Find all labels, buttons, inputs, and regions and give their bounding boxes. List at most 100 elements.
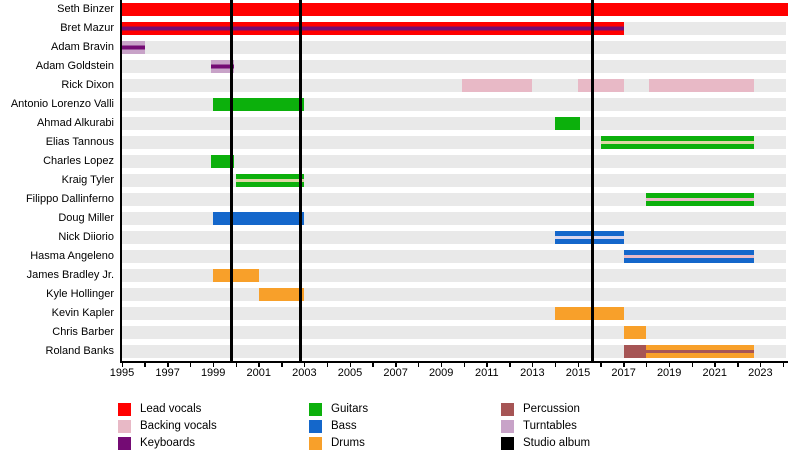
timeline-bar-roland-banks xyxy=(623,345,647,358)
legend-swatch-backing-vocals xyxy=(118,420,131,433)
axis-tick xyxy=(372,363,374,367)
axis-tick xyxy=(417,363,420,367)
timeline-bar-doug-miller xyxy=(213,212,305,225)
studio-album-line xyxy=(299,0,303,362)
axis-tick xyxy=(600,363,602,367)
member-label-kraig-tyler: Kraig Tyler xyxy=(61,174,114,186)
timeline-bar-adam-goldstein xyxy=(210,60,234,73)
x-axis-line xyxy=(120,361,788,363)
member-label-adam-bravin: Adam Bravin xyxy=(51,41,114,53)
legend-swatch-lead-vocals xyxy=(118,403,131,416)
timeline-bar-kyle-hollinger xyxy=(258,288,305,301)
timeline-bar-seth-binzer xyxy=(122,3,788,16)
axis-year-label: 2019 xyxy=(656,367,682,379)
row-band xyxy=(122,326,786,339)
axis-year-label: 2017 xyxy=(611,367,636,379)
row-band xyxy=(122,250,786,263)
axis-tick xyxy=(714,363,716,367)
axis-tick xyxy=(395,363,397,367)
timeline-bar-james-bradley-jr xyxy=(213,269,259,282)
member-label-antonio-lorenzo-valli: Antonio Lorenzo Valli xyxy=(10,98,114,110)
legend-swatch-bass xyxy=(309,420,322,433)
member-label-kevin-kapler: Kevin Kapler xyxy=(51,307,114,319)
legend-label-backing-vocals: Backing vocals xyxy=(140,420,217,432)
axis-tick xyxy=(737,363,739,367)
axis-tick xyxy=(577,363,579,367)
axis-tick xyxy=(623,363,625,367)
axis-year-label: 2013 xyxy=(520,367,545,379)
timeline-bar-nick-diiorio xyxy=(555,231,624,244)
axis-tick xyxy=(782,363,785,367)
axis-year-label: 2023 xyxy=(748,367,773,379)
axis-year-label: 2009 xyxy=(428,367,454,379)
member-label-chris-barber: Chris Barber xyxy=(52,326,114,338)
axis-tick xyxy=(189,363,192,367)
member-label-seth-binzer: Seth Binzer xyxy=(57,3,114,15)
member-label-charles-lopez: Charles Lopez xyxy=(43,155,114,167)
row-band xyxy=(122,288,786,301)
timeline-bar-roland-banks xyxy=(646,345,754,358)
axis-tick xyxy=(691,363,693,367)
row-band xyxy=(122,155,786,168)
timeline-bar-bret-mazur xyxy=(122,22,624,35)
legend-swatch-keyboards xyxy=(118,437,131,450)
axis-year-label: 1997 xyxy=(155,367,180,379)
legend-label-guitars: Guitars xyxy=(331,403,369,415)
timeline-bar-kraig-tyler xyxy=(236,174,305,187)
legend-swatch-guitars xyxy=(309,403,322,416)
timeline-bar-hasma-angeleno xyxy=(623,250,754,263)
axis-year-label: 2021 xyxy=(702,367,728,379)
axis-tick xyxy=(235,363,237,367)
member-label-adam-goldstein: Adam Goldstein xyxy=(35,60,114,72)
member-label-bret-mazur: Bret Mazur xyxy=(60,22,114,34)
studio-album-line xyxy=(229,0,233,362)
legend-swatch-turntables xyxy=(501,420,514,433)
axis-year-label: 2015 xyxy=(565,367,591,379)
row-band xyxy=(122,345,786,358)
timeline-bar-elias-tannous xyxy=(600,136,754,149)
axis-year-label: 2001 xyxy=(246,367,272,379)
row-band xyxy=(122,60,786,73)
axis-tick xyxy=(144,363,146,367)
axis-tick xyxy=(463,363,465,367)
legend-label-keyboards: Keyboards xyxy=(140,437,195,449)
axis-tick xyxy=(212,363,215,367)
axis-tick xyxy=(281,363,283,367)
axis-tick xyxy=(554,363,557,367)
axis-tick xyxy=(440,363,443,367)
timeline-bar-rick-dixon xyxy=(648,79,754,92)
row-band xyxy=(122,231,786,244)
legend-label-percussion: Percussion xyxy=(523,403,580,415)
timeline-bar-kevin-kapler xyxy=(555,307,624,320)
legend-label-studio-album: Studio album xyxy=(523,437,591,449)
member-label-kyle-hollinger: Kyle Hollinger xyxy=(46,288,114,300)
timeline-bar-charles-lopez xyxy=(210,155,234,168)
axis-year-label: 2003 xyxy=(292,367,317,379)
plot-left-border xyxy=(120,0,122,362)
member-label-roland-banks: Roland Banks xyxy=(45,345,115,357)
axis-tick xyxy=(645,363,648,367)
axis-year-label: 2005 xyxy=(337,367,363,379)
axis-tick xyxy=(167,363,169,367)
member-label-filippo-dallinferno: Filippo Dallinferno xyxy=(25,193,114,205)
axis-year-label: 1995 xyxy=(109,367,135,379)
member-label-nick-diiorio: Nick Diiorio xyxy=(58,231,114,243)
axis-tick xyxy=(303,363,306,367)
member-label-james-bradley-jr: James Bradley Jr. xyxy=(26,269,114,281)
row-band xyxy=(122,117,786,130)
row-band xyxy=(122,269,786,282)
axis-tick xyxy=(531,363,534,367)
member-label-hasma-angeleno: Hasma Angeleno xyxy=(30,250,114,262)
timeline-bar-antonio-lorenzo-valli xyxy=(213,98,305,111)
legend-label-turntables: Turntables xyxy=(523,420,577,432)
axis-tick xyxy=(486,363,488,367)
timeline-bar-chris-barber xyxy=(623,326,647,339)
timeline-bar-ahmad-alkurabi xyxy=(555,117,581,130)
axis-year-label: 1999 xyxy=(200,367,226,379)
legend-swatch-percussion xyxy=(501,403,514,416)
member-label-rick-dixon: Rick Dixon xyxy=(61,79,114,91)
legend-label-drums: Drums xyxy=(331,437,365,449)
legend-label-lead-vocals: Lead vocals xyxy=(140,403,202,415)
member-label-elias-tannous: Elias Tannous xyxy=(45,136,114,148)
